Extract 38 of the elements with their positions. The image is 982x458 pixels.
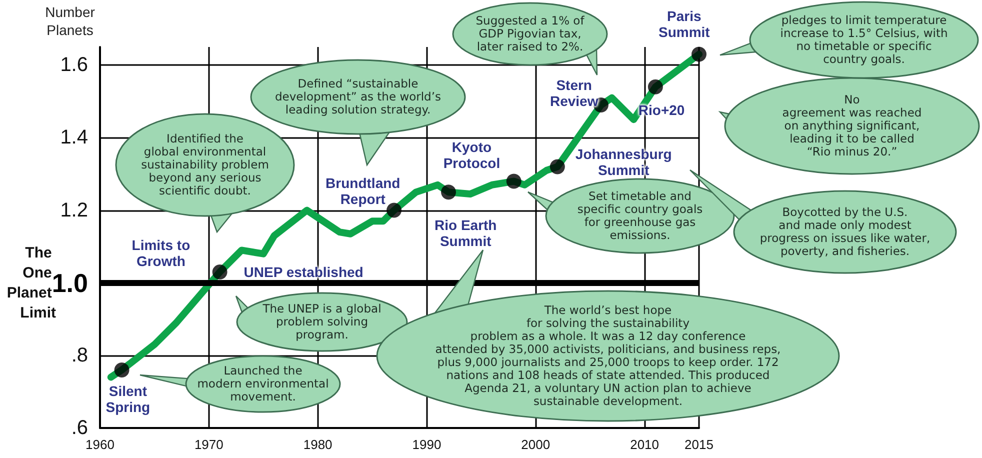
annotation: Brundtland Report (326, 175, 400, 208)
y-tick-label: 1.0 (52, 268, 88, 298)
point (692, 46, 706, 62)
x-tick-label: 1980 (303, 437, 332, 452)
annotation: Identified the global environmental sustainability problem beyond any serious scientific doubt. (141, 132, 269, 198)
y-axis-title: Number Planets (45, 4, 96, 38)
point (648, 79, 663, 94)
x-tick-label: 1960 (86, 437, 114, 452)
x-tick-label: 1970 (194, 437, 224, 452)
annotation: Paris Summit (658, 8, 710, 40)
y-tick-label: .6 (71, 417, 88, 439)
point (441, 184, 456, 200)
annotation: Limits to Growth (132, 236, 190, 269)
x-tick-label: 1990 (412, 437, 442, 452)
y-tick-label: 1.4 (60, 126, 88, 149)
point (550, 159, 565, 174)
annotation: Rio Earth Summit (434, 217, 497, 250)
y-tick-label: 1.6 (60, 54, 88, 76)
annotation: Launched the modern environmental movement. (197, 364, 329, 404)
annotation: Silent Spring (106, 382, 150, 415)
text: pledges to limit temperature increase to 1.5° Celsius, with no timetable or specific country goals. (780, 13, 948, 66)
annotation: The world’s best hope for solving the sustainability problem as a whole. It was a 12 day conference attended by 35,000 activists, politicians, and business reps, plus 9,000 journalists and 25,000 troops to keep order. 172 nations and 108 heads of state attended. This produced Agenda 21, a voluntary UN action plan to achieve sustainable development. (435, 303, 781, 408)
text: Boycotted by the U.S. and made only modest progress on issues like water, poverty, and fisheries. (760, 205, 930, 258)
point (212, 264, 228, 280)
point (506, 174, 522, 189)
point (386, 202, 402, 218)
x-tick-label: 2000 (521, 437, 550, 452)
annotation: Kyoto Protocol (443, 139, 500, 172)
x-tick-label: 2015 (684, 437, 714, 452)
annotation: Suggested a 1% of GDP Pigovian tax, later raised to 2%. (476, 14, 584, 54)
x-tick-label: 2010 (630, 437, 660, 452)
annotation: Set timetable and specific country goals for greenhouse gas emissions. (577, 189, 703, 242)
y-tick-label: 1.2 (60, 199, 88, 222)
annotation: The UNEP is a global problem solving program. (262, 302, 382, 342)
annotation: Defined “sustainable development” as the world’s leading solution strategy. (274, 76, 442, 116)
y-tick-label: .8 (71, 344, 88, 366)
text: No agreement was reached on anything significant, leading it to be called “Rio minus 20.” (782, 92, 922, 158)
point (114, 362, 130, 378)
